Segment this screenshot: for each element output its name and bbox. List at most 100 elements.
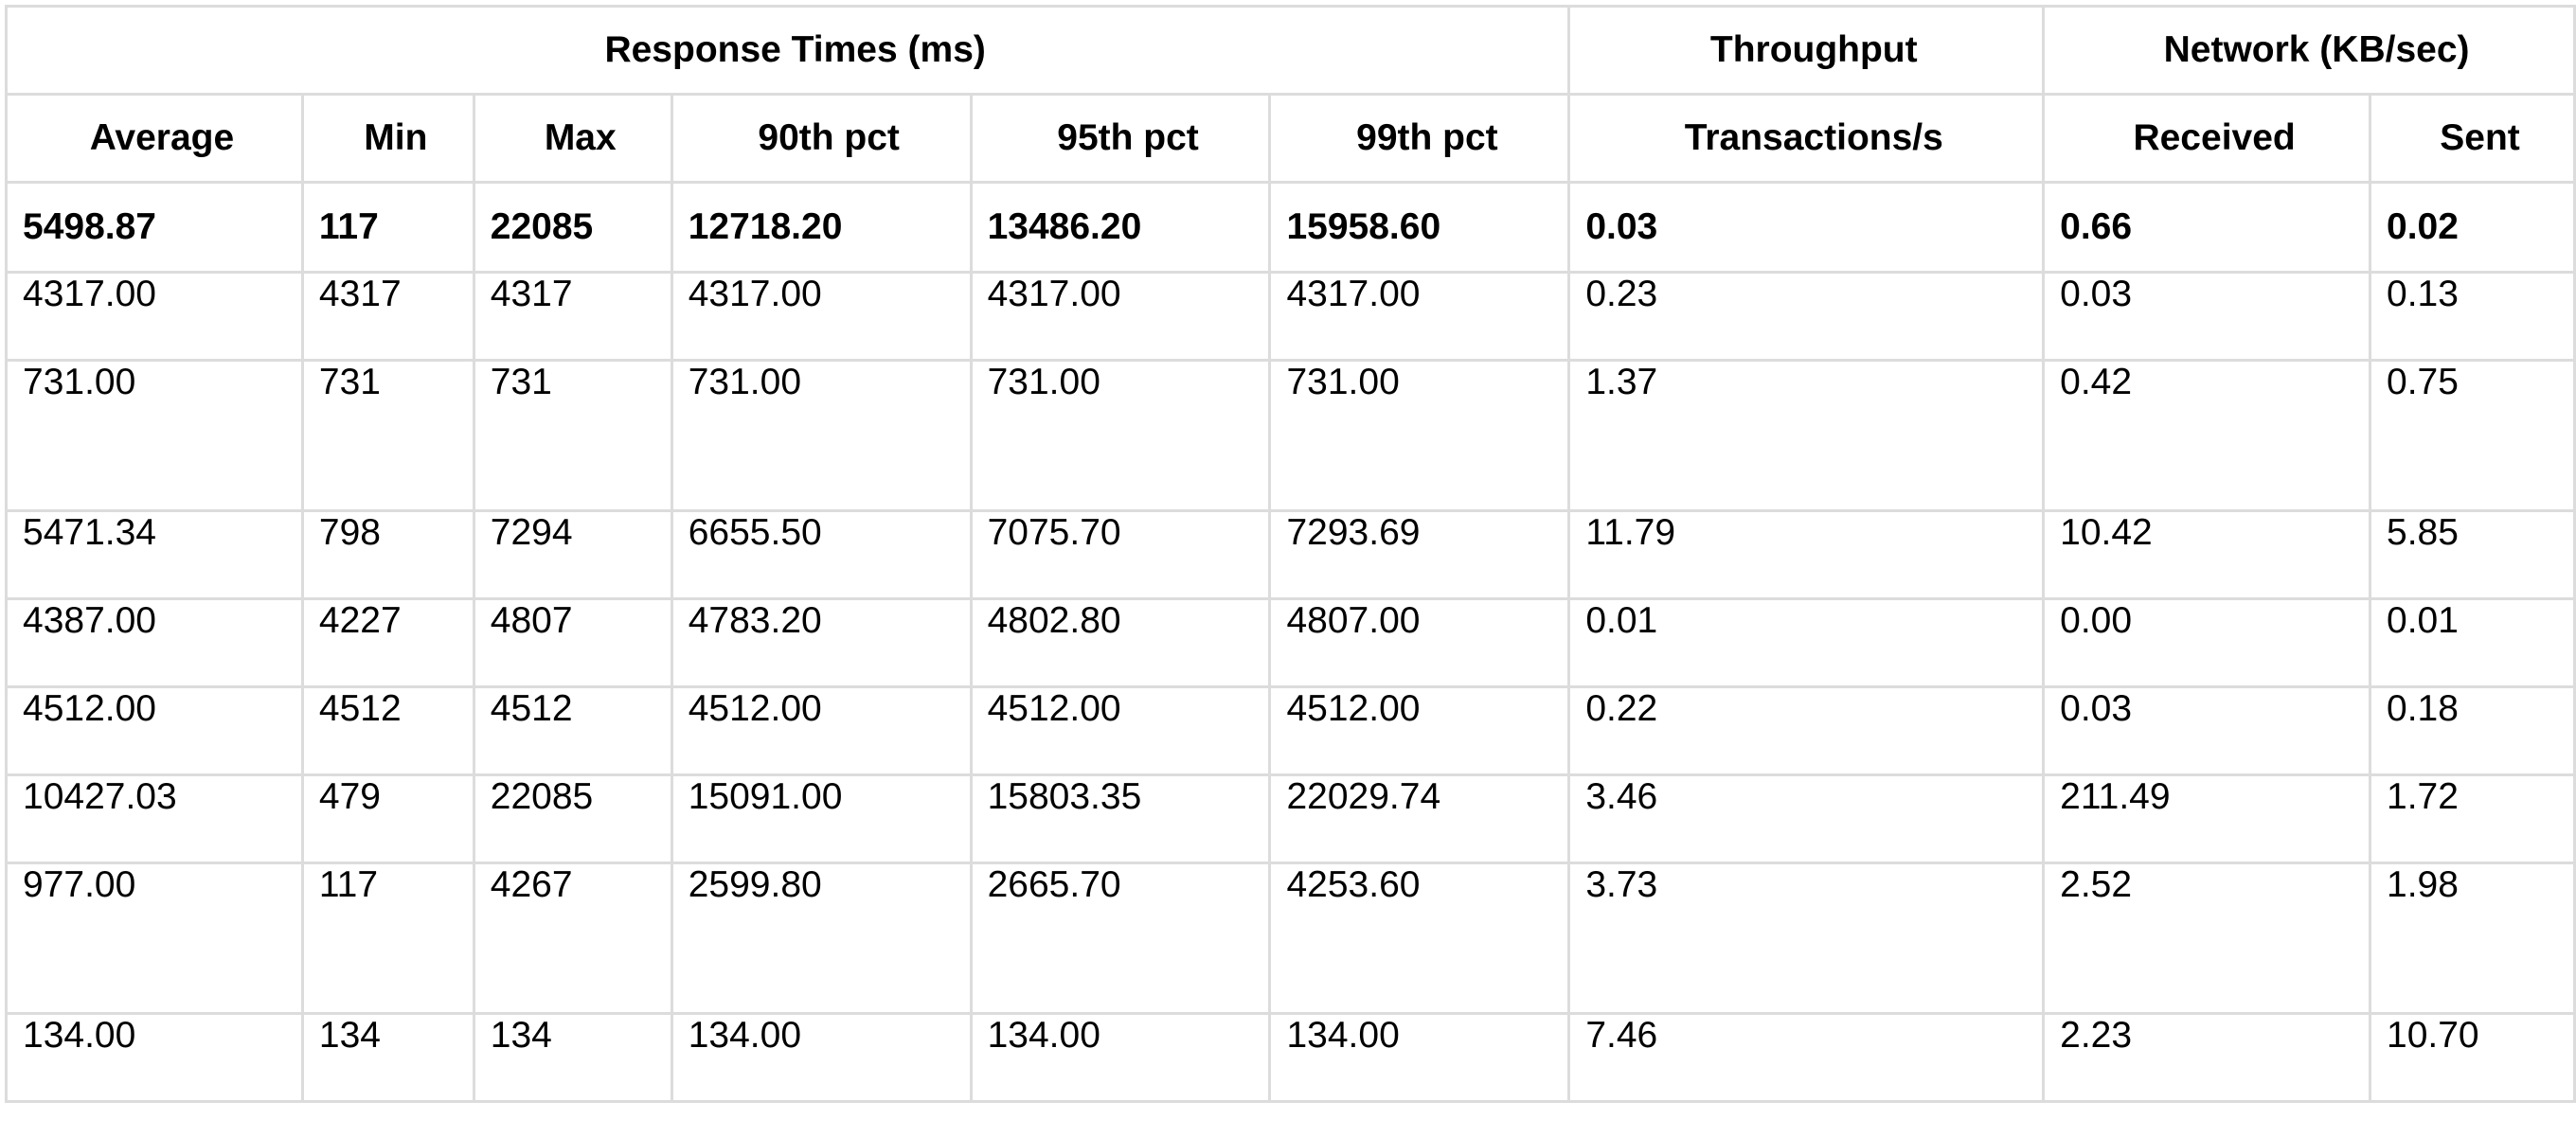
table-cell-max: 22085: [472, 773, 673, 864]
column-header-transactions-s[interactable]: Transactions/s: [1567, 93, 2046, 184]
table-cell-transactions-s: 11.79: [1567, 509, 2046, 600]
total-cell-min: 117: [300, 181, 475, 274]
column-header-95th-pct[interactable]: 95th pct: [969, 93, 1272, 184]
table-cell-max: 4317: [472, 271, 673, 362]
table-cell-99th-pct: 7293.69: [1268, 509, 1571, 600]
table-cell-sent: 0.75: [2369, 359, 2576, 512]
column-header-90th-pct[interactable]: 90th pct: [670, 93, 973, 184]
table-cell-95th-pct: 4512.00: [969, 685, 1272, 776]
column-header-row: Average Min Max 90th pct 95th pct 99th pct Tra…: [5, 93, 2576, 184]
table-cell-min: 4227: [300, 597, 475, 688]
table-row: 4512.00 4512 4512 4512.00 4512.00 4512.00 0.22…: [5, 685, 2576, 776]
table-cell-average: 5471.34: [5, 509, 304, 600]
column-header-min[interactable]: Min: [300, 93, 475, 184]
total-cell-max: 22085: [472, 181, 673, 274]
table-cell-max: 4512: [472, 685, 673, 776]
table-cell-min: 479: [300, 773, 475, 864]
group-header-response-times-ms: Response Times (ms): [4, 5, 1571, 96]
table-cell-received: 0.42: [2042, 359, 2372, 512]
column-header-sent[interactable]: Sent: [2369, 93, 2576, 184]
column-header-received[interactable]: Received: [2042, 93, 2372, 184]
table-cell-average: 134.00: [5, 1012, 304, 1103]
table-cell-95th-pct: 134.00: [969, 1012, 1272, 1103]
table-cell-90th-pct: 4783.20: [670, 597, 973, 688]
table-cell-average: 4317.00: [5, 271, 304, 362]
table-cell-90th-pct: 2599.80: [670, 862, 973, 1015]
table-cell-99th-pct: 4807.00: [1268, 597, 1571, 688]
table-cell-max: 4267: [472, 862, 673, 1015]
table-cell-sent: 10.70: [2369, 1012, 2576, 1103]
table-cell-max: 731: [472, 359, 673, 512]
table-cell-90th-pct: 731.00: [670, 359, 973, 512]
table-cell-90th-pct: 4512.00: [670, 685, 973, 776]
group-header-network-kb-sec: Network (KB/sec): [2042, 5, 2576, 96]
table-cell-99th-pct: 134.00: [1268, 1012, 1571, 1103]
table-cell-99th-pct: 731.00: [1268, 359, 1571, 512]
column-header-max[interactable]: Max: [472, 93, 673, 184]
table-cell-average: 4387.00: [5, 597, 304, 688]
table-cell-received: 211.49: [2042, 773, 2372, 864]
table-cell-max: 7294: [472, 509, 673, 600]
total-cell-average: 5498.87: [5, 181, 304, 274]
table-cell-95th-pct: 7075.70: [969, 509, 1272, 600]
table-cell-sent: 1.72: [2369, 773, 2576, 864]
statistics-table: Response Times (ms) Throughput Network (KB…: [4, 5, 2576, 1103]
table-cell-sent: 0.18: [2369, 685, 2576, 776]
table-cell-min: 731: [300, 359, 475, 512]
table-cell-received: 0.03: [2042, 685, 2372, 776]
table-cell-95th-pct: 731.00: [969, 359, 1272, 512]
table-cell-received: 2.23: [2042, 1012, 2372, 1103]
table-cell-90th-pct: 134.00: [670, 1012, 973, 1103]
table-cell-sent: 0.01: [2369, 597, 2576, 688]
total-cell-sent: 0.02: [2369, 181, 2576, 274]
table-cell-sent: 1.98: [2369, 862, 2576, 1015]
table-cell-received: 0.00: [2042, 597, 2372, 688]
table-cell-received: 2.52: [2042, 862, 2372, 1015]
table-cell-transactions-s: 0.01: [1567, 597, 2046, 688]
table-cell-min: 4512: [300, 685, 475, 776]
total-cell-90th-pct: 12718.20: [670, 181, 973, 274]
table-cell-90th-pct: 15091.00: [670, 773, 973, 864]
table-cell-90th-pct: 6655.50: [670, 509, 973, 600]
table-cell-average: 731.00: [5, 359, 304, 512]
total-cell-95th-pct: 13486.20: [969, 181, 1272, 274]
table-cell-sent: 0.13: [2369, 271, 2576, 362]
table-row: 4387.00 4227 4807 4783.20 4802.80 4807.00 0.01…: [5, 597, 2576, 688]
table-cell-average: 10427.03: [5, 773, 304, 864]
total-cell-received: 0.66: [2042, 181, 2372, 274]
table-cell-99th-pct: 4317.00: [1268, 271, 1571, 362]
table-row: 5471.34 798 7294 6655.50 7075.70 7293.69 11.79…: [5, 509, 2576, 600]
table-cell-transactions-s: 3.46: [1567, 773, 2046, 864]
table-cell-min: 117: [300, 862, 475, 1015]
table-cell-max: 134: [472, 1012, 673, 1103]
table-cell-min: 134: [300, 1012, 475, 1103]
table-row: 731.00 731 731 731.00 731.00 731.00 1.37 0.42 0.…: [5, 359, 2576, 512]
table-cell-95th-pct: 4802.80: [969, 597, 1272, 688]
column-header-99th-pct[interactable]: 99th pct: [1268, 93, 1571, 184]
table-cell-received: 0.03: [2042, 271, 2372, 362]
table-cell-transactions-s: 3.73: [1567, 862, 2046, 1015]
table-cell-99th-pct: 4512.00: [1268, 685, 1571, 776]
table-cell-95th-pct: 4317.00: [969, 271, 1272, 362]
table-cell-average: 4512.00: [5, 685, 304, 776]
table-cell-transactions-s: 0.22: [1567, 685, 2046, 776]
total-cell-transactions-s: 0.03: [1567, 181, 2046, 274]
table-cell-max: 4807: [472, 597, 673, 688]
table-cell-99th-pct: 4253.60: [1268, 862, 1571, 1015]
table-cell-95th-pct: 15803.35: [969, 773, 1272, 864]
group-header-throughput: Throughput: [1567, 5, 2046, 96]
total-row: 5498.87 117 22085 12718.20 13486.20 15958.60 0…: [5, 181, 2576, 274]
group-header-row: Response Times (ms) Throughput Network (KB…: [4, 5, 2576, 96]
table-row: 4317.00 4317 4317 4317.00 4317.00 4317.00 0.23…: [5, 271, 2576, 362]
total-cell-99th-pct: 15958.60: [1268, 181, 1571, 274]
table-cell-average: 977.00: [5, 862, 304, 1015]
table-cell-90th-pct: 4317.00: [670, 271, 973, 362]
table-cell-transactions-s: 7.46: [1567, 1012, 2046, 1103]
table-cell-min: 798: [300, 509, 475, 600]
column-header-average[interactable]: Average: [5, 93, 304, 184]
table-row: 134.00 134 134 134.00 134.00 134.00 7.46 2.23 10…: [5, 1012, 2576, 1103]
table-cell-sent: 5.85: [2369, 509, 2576, 600]
table-row: 977.00 117 4267 2599.80 2665.70 4253.60 3.73 2.…: [5, 862, 2576, 1015]
table-row: 10427.03 479 22085 15091.00 15803.35 22029.74…: [5, 773, 2576, 864]
table-cell-99th-pct: 22029.74: [1268, 773, 1571, 864]
